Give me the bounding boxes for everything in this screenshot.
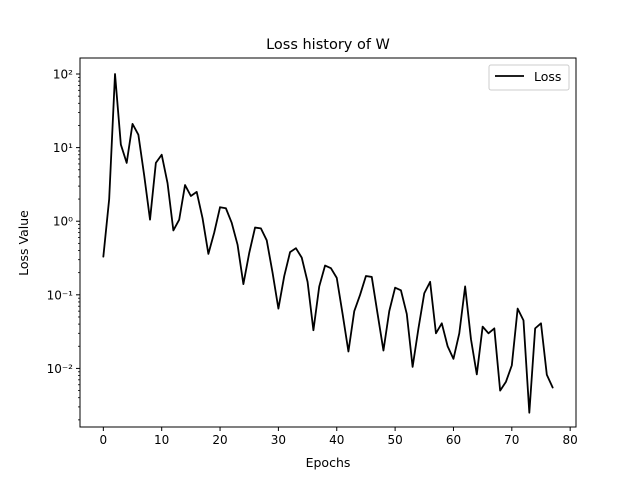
series-line-loss <box>102 73 554 414</box>
y-axis-label: Loss Value <box>16 210 31 276</box>
legend: Loss <box>488 64 570 91</box>
plot-area <box>80 58 576 427</box>
series-layer <box>102 73 554 414</box>
plot-frame <box>79 57 577 428</box>
y-tick-label: 10⁰ <box>53 215 73 229</box>
y-tick-label: 10¹ <box>53 141 73 155</box>
legend-entry-loss: Loss <box>534 69 561 84</box>
x-tick-label: 30 <box>271 433 286 447</box>
x-tick-label: 0 <box>100 433 108 447</box>
chart-title: Loss history of W <box>266 37 390 53</box>
x-axis-label: Epochs <box>306 455 351 470</box>
x-tick-label: 50 <box>387 433 402 447</box>
y-tick-label: 10² <box>53 68 73 82</box>
x-tick-label: 20 <box>212 433 227 447</box>
y-tick-label: 10⁻¹ <box>47 288 74 302</box>
x-tick-label: 10 <box>154 433 169 447</box>
x-axis-ticks: 0 10 20 30 40 50 60 70 80 <box>100 427 578 447</box>
x-tick-label: 80 <box>563 433 578 447</box>
legend-box <box>488 64 570 91</box>
x-tick-label: 70 <box>504 433 519 447</box>
y-tick-label: 10⁻² <box>47 362 74 376</box>
x-tick-label: 40 <box>329 433 344 447</box>
y-axis-ticks: 10⁻² 10⁻¹ 10⁰ 10¹ 10² <box>47 68 80 421</box>
x-tick-label: 60 <box>446 433 461 447</box>
